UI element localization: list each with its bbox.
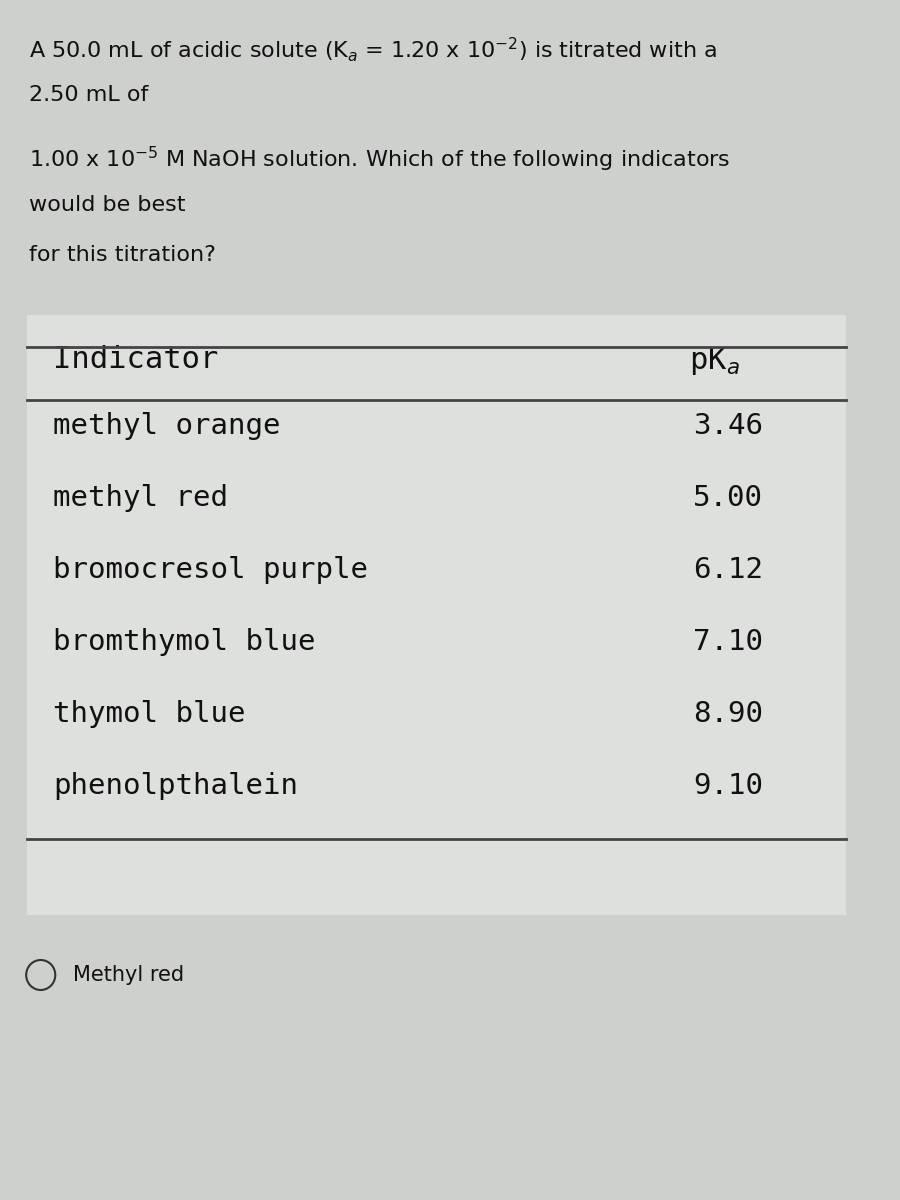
Text: 9.10: 9.10 bbox=[693, 772, 763, 800]
Text: thymol blue: thymol blue bbox=[53, 700, 246, 728]
Text: methyl red: methyl red bbox=[53, 484, 229, 512]
Text: 6.12: 6.12 bbox=[693, 556, 763, 584]
Text: methyl orange: methyl orange bbox=[53, 412, 281, 440]
FancyBboxPatch shape bbox=[27, 314, 846, 914]
Text: phenolpthalein: phenolpthalein bbox=[53, 772, 298, 800]
Text: 1.00 x 10$^{-5}$ M NaOH solution. Which of the following indicators: 1.00 x 10$^{-5}$ M NaOH solution. Which … bbox=[29, 145, 731, 174]
Text: 7.10: 7.10 bbox=[693, 628, 763, 656]
Text: 8.90: 8.90 bbox=[693, 700, 763, 728]
Text: bromocresol purple: bromocresol purple bbox=[53, 556, 368, 584]
Text: bromthymol blue: bromthymol blue bbox=[53, 628, 316, 656]
Text: 2.50 mL of: 2.50 mL of bbox=[29, 85, 148, 104]
Text: 3.46: 3.46 bbox=[693, 412, 763, 440]
Text: would be best: would be best bbox=[29, 194, 185, 215]
Text: pK$_a$: pK$_a$ bbox=[688, 344, 739, 377]
Text: Indicator: Indicator bbox=[53, 344, 219, 374]
Text: Methyl red: Methyl red bbox=[73, 965, 184, 985]
Text: for this titration?: for this titration? bbox=[29, 245, 216, 265]
Text: A 50.0 mL of acidic solute (K$_a$ = 1.20 x 10$^{-2}$) is titrated with a: A 50.0 mL of acidic solute (K$_a$ = 1.20… bbox=[29, 35, 717, 64]
Text: 5.00: 5.00 bbox=[693, 484, 763, 512]
